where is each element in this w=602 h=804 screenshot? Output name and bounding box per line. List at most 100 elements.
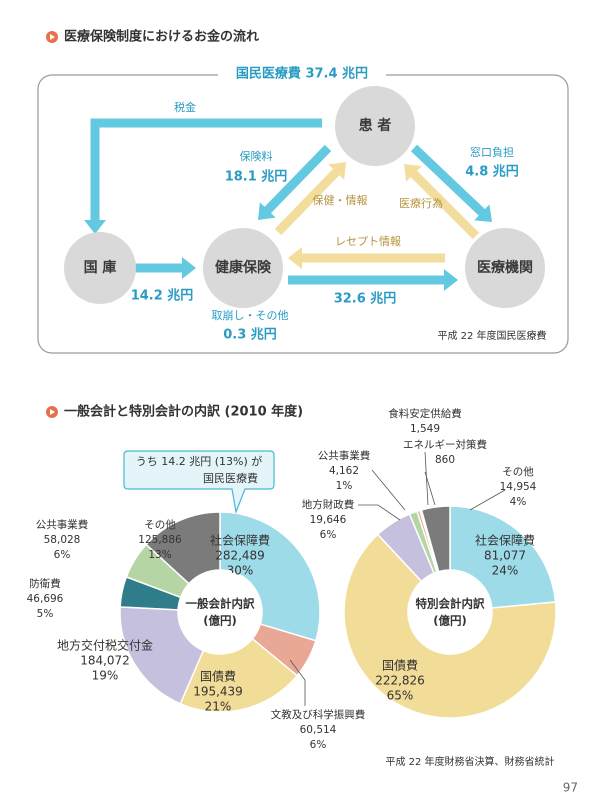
segment-label: その他 [144,518,176,531]
segment-label: 地方財政費 [302,498,355,511]
page-number: 97 [563,781,578,795]
leader-line [358,504,401,521]
node [335,86,415,166]
node [203,228,283,308]
donut-segment [420,505,451,573]
data-label: 195,439 [193,685,243,699]
arrow [288,269,458,291]
percent-label: 13% [148,549,171,561]
edge-amount: 18.1 兆円 [225,169,288,185]
arrow [288,247,445,269]
data-label: 19,646 [310,514,347,526]
edge-label: 税金 [174,100,196,114]
percent-label: 1% [336,480,353,492]
data-label: 4,162 [329,465,359,477]
segment-label: 国債費 [382,658,418,673]
arrow [404,164,480,240]
data-label: 81,077 [484,549,526,563]
annotation: うち 14.2 兆円 (13%) が [136,454,263,468]
data-label: 184,072 [80,654,130,668]
segment-label: 食料安定供給費 [388,407,462,420]
edge-label: 医療行為 [399,196,443,210]
callout [123,450,275,515]
donut-center [179,571,261,653]
donut-segment [219,511,321,642]
percent-label: 6% [310,739,327,751]
arrow [410,144,492,222]
annotation: 国民医療費 [203,471,258,485]
edge-amount: 14.2 兆円 [131,288,194,304]
edge-amount: 0.3 兆円 [223,327,277,343]
segment-label: 社会保障費 [475,533,535,548]
section-title: 医療保険制度におけるお金の流れ [64,29,259,45]
percent-label: 24% [492,564,519,578]
edge-amount: 32.6 兆円 [334,291,397,307]
section-icon [46,406,58,418]
node-label: 健康保険 [215,259,272,276]
percent-label: 6% [54,549,71,561]
chart-title: 一般会計内訳 [186,597,255,611]
node-label: 国 庫 [84,259,117,276]
percent-label: 21% [205,700,232,714]
arrow [134,257,196,279]
node-label: 医療機関 [477,259,533,276]
chart-subtitle: (億円) [203,614,237,628]
percent-label: 6% [320,529,337,541]
source: 平成 22 年度国民医療費 [437,329,546,342]
chart-subtitle: (億円) [433,614,467,628]
percent-label: 4% [510,496,527,508]
arrow [274,162,346,236]
percent-label: 5% [37,608,54,620]
donut-segment [343,533,557,719]
data-label: 222,826 [375,674,425,688]
edge-label: 保健・情報 [313,193,368,207]
data-label: 282,489 [215,549,265,563]
section-icon [46,31,58,43]
percent-label: 19% [92,669,119,683]
node-label: 患 者 [359,117,392,134]
footnote: 平成 22 年度財務省決算、財務省統計 [385,755,554,768]
percent-label: 65% [387,689,414,703]
data-label: 1,549 [410,423,440,435]
data-label: 60,514 [300,724,337,736]
leader-line [371,469,406,511]
segment-label: 社会保障費 [210,533,270,548]
segment-label: 文教及び科学振興費 [271,708,366,721]
donut-segment [449,505,557,609]
segment-label: エネルギー対策費 [403,438,487,451]
segment-label: 公共事業費 [36,518,89,531]
segment-label: 国債費 [200,669,236,684]
edge-label: レセプト情報 [335,235,401,248]
arrow [84,215,106,234]
leader-line [289,659,306,706]
segment-label: 公共事業費 [318,449,371,462]
donut-segment [119,606,205,705]
label-bg [218,64,386,84]
edge-label: 保険料 [240,149,273,163]
donut-segment [179,637,299,713]
data-label: 125,886 [138,534,182,546]
edge-amount: 4.8 兆円 [465,164,519,180]
segment-label: 地方交付税交付金 [57,638,153,653]
segment-label: その他 [502,465,534,478]
node [64,232,136,304]
total-label: 国民医療費 37.4 兆円 [236,66,368,82]
donut-segment [145,511,221,585]
segment-label: 防衛費 [29,577,61,590]
chart-title: 特別会計内訳 [416,597,485,611]
edge-label: 窓口負担 [470,145,514,159]
arrow [258,144,332,220]
leader-line [424,451,429,506]
edge-label: 取崩し・その他 [212,308,289,322]
data-label: 860 [435,454,455,466]
arrow [90,118,322,220]
section-title: 一般会計と特別会計の内訳 (2010 年度) [64,404,303,420]
data-label: 14,954 [500,481,537,493]
donut-center [409,571,491,653]
node [465,228,545,308]
leader-line [424,471,436,506]
data-label: 58,028 [44,534,81,546]
leader-line [469,489,506,511]
data-label: 46,696 [27,593,64,605]
